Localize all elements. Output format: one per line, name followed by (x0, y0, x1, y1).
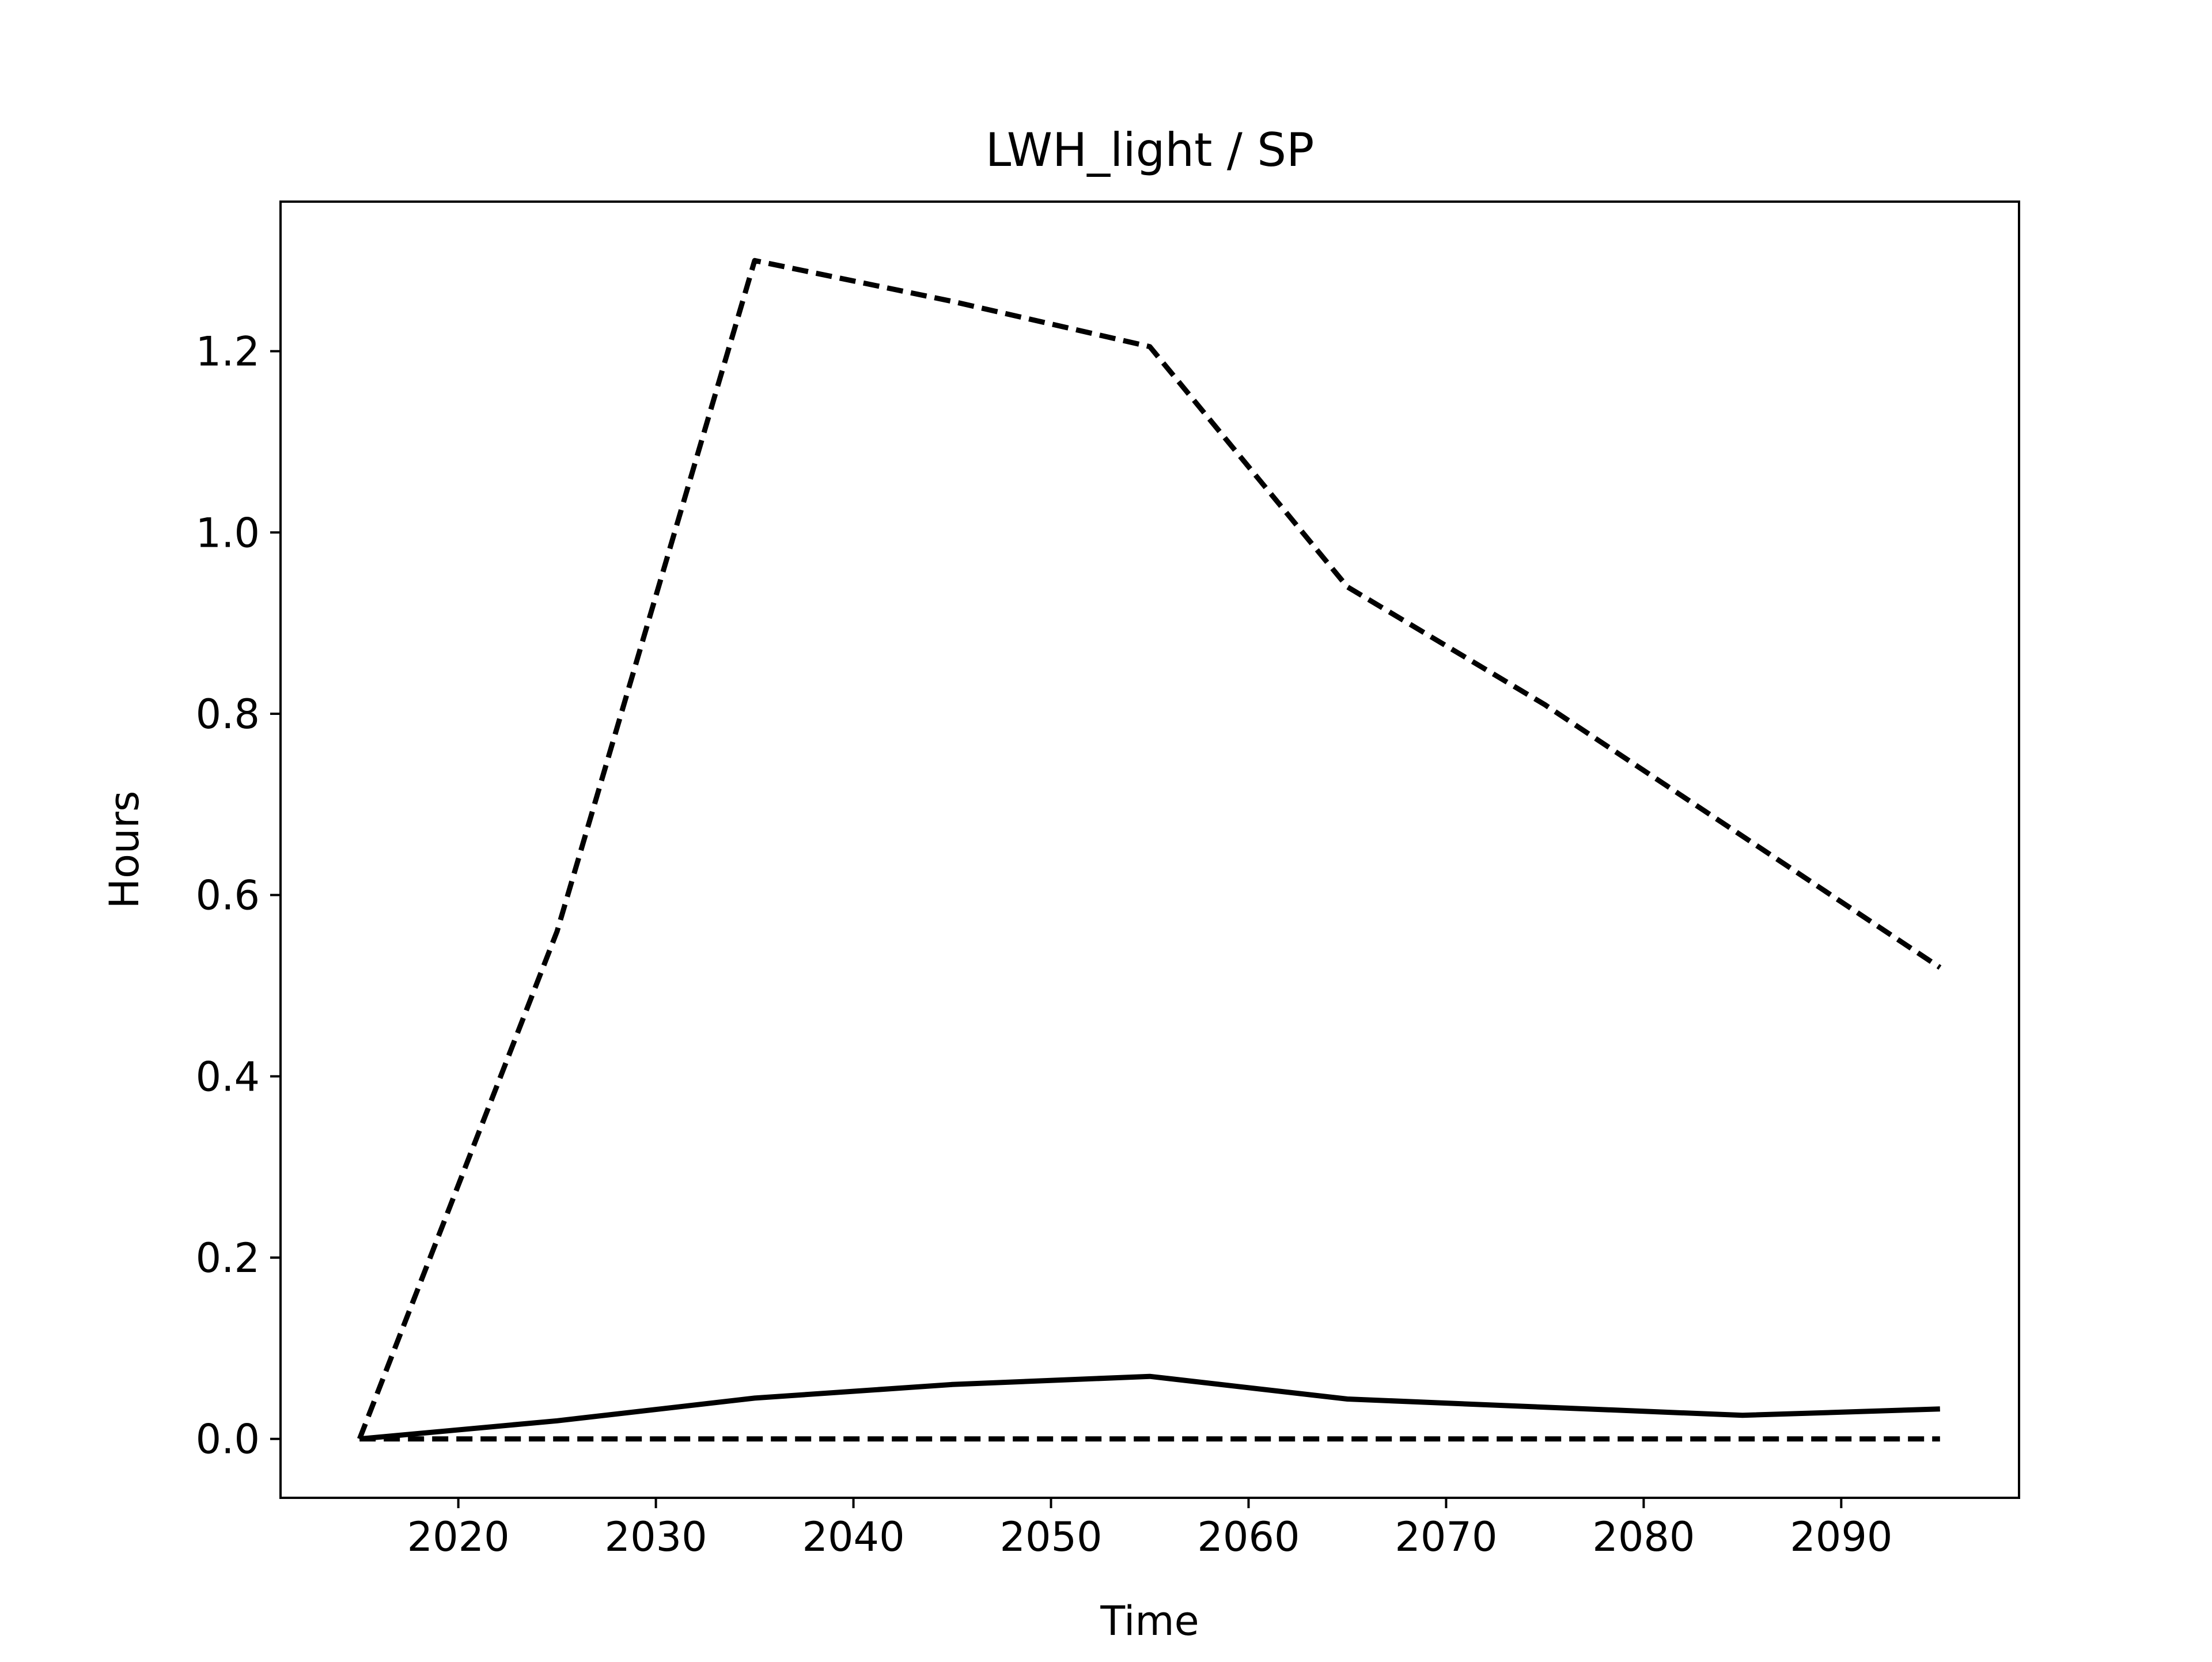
y-tick-label: 1.2 (196, 328, 260, 376)
chart-title: LWH_light / SP (986, 123, 1315, 177)
x-axis-ticks: 2020 2030 2040 2050 2060 2070 2080 2090 (407, 1498, 1892, 1561)
y-tick-label: 1.0 (196, 509, 260, 556)
x-axis-label: Time (1100, 1597, 1199, 1645)
x-tick-label: 2060 (1197, 1513, 1300, 1561)
plot-frame (279, 200, 2020, 1499)
series-line-1 (357, 258, 1942, 1440)
y-axis-ticks: 0.0 0.2 0.4 0.6 0.8 1.0 1.2 (196, 328, 281, 1463)
x-tick-label: 2050 (999, 1513, 1102, 1561)
y-tick-label: 0.4 (196, 1053, 260, 1100)
x-tick-label: 2080 (1592, 1513, 1695, 1561)
y-tick-label: 0.2 (196, 1235, 260, 1282)
x-tick-label: 2040 (802, 1513, 904, 1561)
y-tick-label: 0.0 (196, 1416, 260, 1463)
series-layer (357, 258, 1942, 1442)
series-line-2 (359, 1373, 1940, 1442)
x-tick-label: 2030 (605, 1513, 707, 1561)
x-tick-label: 2020 (407, 1513, 510, 1561)
x-tick-label: 2070 (1395, 1513, 1497, 1561)
x-tick-label: 2090 (1790, 1513, 1892, 1561)
y-tick-label: 0.6 (196, 872, 260, 919)
y-axis-label: Hours (101, 790, 148, 908)
y-tick-label: 0.8 (196, 691, 260, 738)
